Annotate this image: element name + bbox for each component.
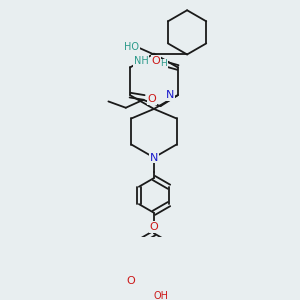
Text: H: H	[160, 59, 167, 68]
Text: O: O	[127, 277, 135, 286]
Text: HO: HO	[124, 42, 139, 52]
Text: O: O	[148, 94, 157, 104]
Text: O: O	[152, 56, 160, 66]
Text: N: N	[166, 90, 174, 100]
Text: O: O	[150, 222, 158, 232]
Text: N: N	[150, 152, 158, 163]
Text: OH: OH	[154, 292, 169, 300]
Text: NH: NH	[134, 56, 148, 66]
